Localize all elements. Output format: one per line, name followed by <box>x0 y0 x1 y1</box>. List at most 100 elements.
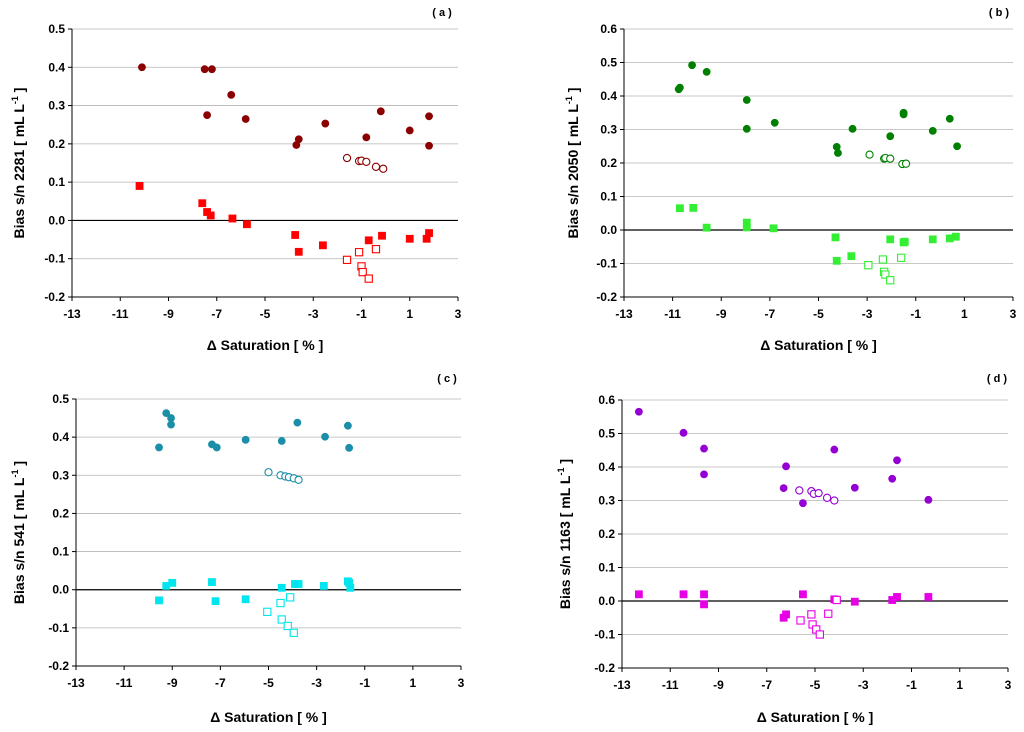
x-tick-label: -5 <box>263 676 274 690</box>
y-tick-label: -0.1 <box>48 621 69 635</box>
y-tick-label: -0.2 <box>594 661 615 675</box>
series-circle-open <box>264 468 303 485</box>
data-point <box>264 468 273 477</box>
data-point <box>679 428 688 437</box>
data-point <box>742 124 751 133</box>
x-tick-label: 3 <box>1010 307 1017 321</box>
data-point <box>831 233 840 242</box>
data-point <box>807 610 816 619</box>
data-point <box>865 150 874 159</box>
x-tick-label: 1 <box>956 678 963 692</box>
x-tick-label: 3 <box>455 307 462 321</box>
y-axis-title-main: Bias s/n 541 [ mL L <box>11 477 27 604</box>
y-tick-label: 0.4 <box>600 89 617 103</box>
y-axis-title: Bias s/n 2281 [ mL L-1 ] <box>10 88 27 239</box>
data-point <box>208 578 216 586</box>
data-point <box>899 110 908 119</box>
data-point <box>945 114 954 123</box>
y-tick-label: 0.1 <box>48 175 65 189</box>
x-tick-label: 1 <box>961 307 968 321</box>
data-point <box>342 153 352 163</box>
y-tick-label: 0.2 <box>598 527 615 541</box>
data-point <box>928 126 937 135</box>
data-point <box>815 630 824 639</box>
x-tick-label: -11 <box>112 307 129 321</box>
x-tick-label: -9 <box>713 678 724 692</box>
x-axis-title: Δ Saturation [ % ] <box>210 709 327 725</box>
data-point <box>208 65 216 74</box>
data-point <box>881 270 890 279</box>
x-tick-label: -3 <box>308 307 319 321</box>
y-tick-label: 0.4 <box>598 460 615 474</box>
data-point <box>276 598 285 608</box>
y-tick-label: 0.4 <box>52 430 69 444</box>
data-point <box>277 615 286 624</box>
data-point <box>319 581 328 590</box>
y-axis-title-end: ] <box>565 88 581 97</box>
x-tick-label: -3 <box>858 678 869 692</box>
y-tick-label: 0.5 <box>598 427 615 441</box>
y-tick-label: 0.1 <box>600 190 617 204</box>
x-axis-title: Δ Saturation [ % ] <box>757 709 874 725</box>
data-point <box>277 583 286 592</box>
x-tick-label: -3 <box>311 676 322 690</box>
data-point <box>228 214 237 223</box>
x-tick-label: -5 <box>810 678 821 692</box>
data-point <box>321 119 330 128</box>
x-tick-label: 3 <box>458 676 465 690</box>
data-point <box>953 142 961 151</box>
data-point <box>689 203 698 212</box>
data-point <box>799 499 807 508</box>
data-point <box>886 235 895 244</box>
data-point <box>241 115 250 123</box>
data-point <box>864 261 873 270</box>
y-tick-label: 0.2 <box>48 137 65 151</box>
data-point <box>358 267 367 277</box>
y-tick-label: 0.4 <box>48 60 65 74</box>
y-tick-label: 0.0 <box>600 223 617 237</box>
chart-panel-b: -0.2-0.10.00.10.20.30.40.50.6-13 -11 -9 -7-… <box>564 7 1017 353</box>
x-tick-label: -13 <box>613 678 631 692</box>
series-circle-filled <box>155 409 354 452</box>
y-axis-title-end: ] <box>11 461 27 470</box>
y-axis-title: Bias s/n 1163 [ mL L-1 ] <box>556 459 573 609</box>
x-tick-label: -3 <box>862 307 873 321</box>
y-axis-title-sup: -1 <box>564 96 574 104</box>
data-point <box>769 224 778 233</box>
chart-panel-d: -0.2-0.10.00.10.20.30.40.50.6-13 -11 -9 -7-… <box>556 373 1012 725</box>
data-point <box>155 596 163 605</box>
data-point <box>886 154 895 163</box>
data-point <box>294 247 303 256</box>
y-tick-label: 0.3 <box>598 494 615 508</box>
data-point <box>951 232 960 241</box>
data-point <box>782 462 790 471</box>
y-tick-label: 0.3 <box>48 99 65 113</box>
data-point <box>700 444 708 453</box>
data-point <box>138 63 146 72</box>
data-point <box>354 248 364 257</box>
y-tick-label: 0.5 <box>48 22 65 36</box>
series-square-open <box>263 593 298 637</box>
x-tick-label: -7 <box>215 676 226 690</box>
data-point <box>376 107 385 116</box>
data-point <box>832 595 841 605</box>
y-axis-title-sup: -1 <box>556 467 566 475</box>
data-point <box>676 204 684 213</box>
data-point <box>293 418 302 427</box>
x-tick-label: -7 <box>761 678 772 692</box>
data-point <box>886 132 895 141</box>
data-point <box>344 421 352 430</box>
data-point <box>850 597 859 606</box>
series-square-filled <box>634 590 933 622</box>
y-tick-label: -0.2 <box>596 290 617 304</box>
y-tick-label: 0.2 <box>52 506 69 520</box>
y-axis-title-sup: -1 <box>10 96 20 104</box>
data-point <box>795 486 804 495</box>
data-point <box>814 488 823 498</box>
y-tick-label: 0.6 <box>600 22 617 36</box>
data-point <box>379 164 388 173</box>
series-square-filled <box>676 203 960 265</box>
series-square-filled <box>155 577 355 606</box>
y-axis-title-main: Bias s/n 1163 [ mL L <box>557 475 573 609</box>
y-axis-title-sup: -1 <box>10 469 20 477</box>
